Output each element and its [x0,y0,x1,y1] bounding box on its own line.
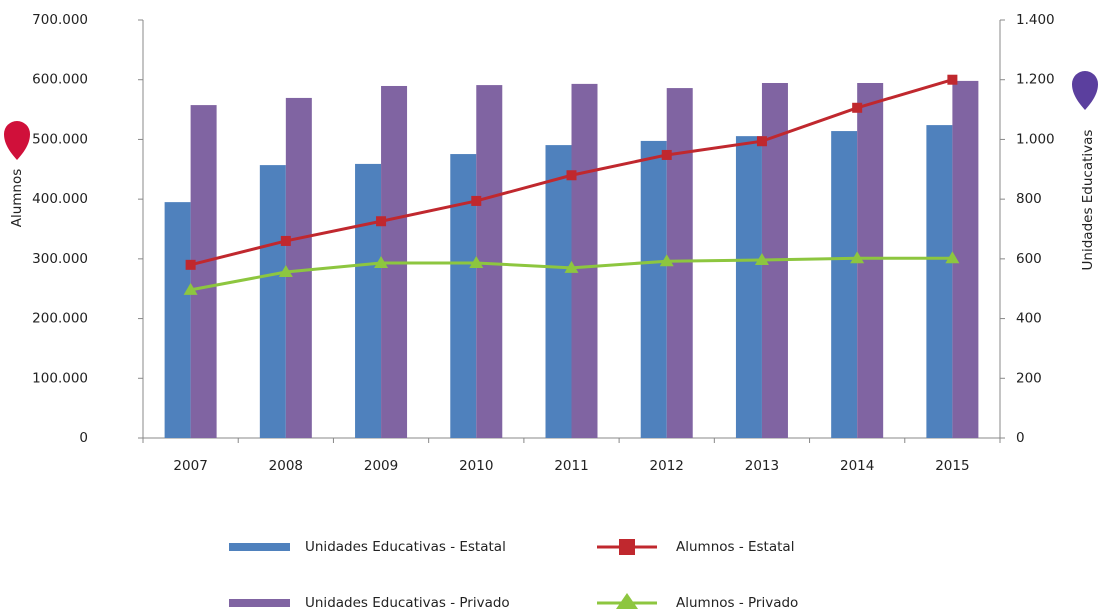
x-tick-label: 2011 [554,458,588,474]
bar [571,83,598,438]
marker [471,195,482,206]
legend-label: Unidades Educativas - Privado [305,595,510,611]
bar [285,97,312,439]
y-tick-label: 500.000 [32,131,88,147]
legend-marker [616,593,638,609]
marker [278,264,293,277]
bar [355,163,382,438]
x-tick-label: 2013 [745,458,779,474]
y2-tick-label: 1.400 [1016,12,1055,28]
y2-tick-label: 800 [1016,191,1042,207]
bar [926,125,953,439]
legend-label: Alumnos - Estatal [676,539,794,555]
legend-label: Unidades Educativas - Estatal [305,539,506,555]
marker [564,260,579,273]
marker [945,251,960,264]
y2-axis-title: Unidades Educativas [1080,130,1096,271]
x-tick-label: 2010 [459,458,493,474]
pin-icon [4,121,30,160]
bar [640,140,667,438]
y-tick-label: 0 [79,430,88,446]
x-tick-label: 2008 [269,458,303,474]
marker [185,259,196,270]
marker [659,254,674,267]
legend-label: Alumnos - Privado [676,595,798,611]
y-axis-title: Alumnos [9,169,25,228]
legend-swatch [229,599,290,607]
bar [164,202,191,438]
marker [183,282,198,295]
x-tick-label: 2009 [364,458,398,474]
marker [754,253,769,266]
marker [756,136,767,147]
marker [469,256,484,269]
pin-icon [1072,71,1098,110]
legend-swatch [229,543,290,551]
marker [374,256,389,269]
bar [259,165,286,438]
y-tick-label: 600.000 [32,72,88,88]
marker [566,170,577,181]
x-tick-label: 2014 [840,458,874,474]
y-tick-label: 700.000 [32,12,88,28]
marker [947,74,958,85]
bar [545,145,572,438]
y2-tick-label: 1.000 [1016,131,1055,147]
x-tick-label: 2015 [935,458,969,474]
y2-tick-label: 1.200 [1016,72,1055,88]
bar [831,131,858,438]
bar [735,136,762,438]
y2-tick-label: 0 [1016,430,1025,446]
y2-tick-label: 400 [1016,311,1042,327]
marker [661,149,672,160]
y-tick-label: 400.000 [32,191,88,207]
marker [852,102,863,113]
legend-marker [619,539,635,555]
y-tick-label: 100.000 [32,370,88,386]
bar [476,85,503,439]
y2-tick-label: 200 [1016,370,1042,386]
bar [190,105,217,438]
x-tick-label: 2012 [650,458,684,474]
y-tick-label: 200.000 [32,311,88,327]
marker [850,251,865,264]
y2-tick-label: 600 [1016,251,1042,267]
marker [376,216,387,227]
x-tick-label: 2007 [173,458,207,474]
y-tick-label: 300.000 [32,251,88,267]
marker [280,235,291,246]
